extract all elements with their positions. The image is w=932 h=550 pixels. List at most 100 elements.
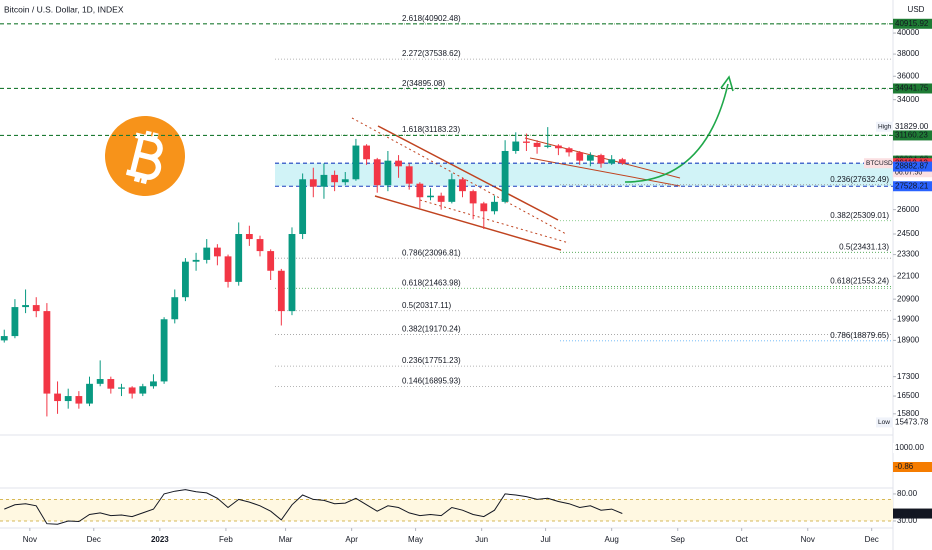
candle-body: [160, 319, 168, 382]
candle-body: [373, 159, 381, 186]
candle: [501, 140, 509, 204]
candle: [256, 235, 264, 257]
x-tick-label: Nov: [23, 535, 37, 544]
candle: [245, 225, 253, 246]
candle: [32, 297, 40, 318]
y-tick-label: 15800: [897, 409, 920, 418]
price-tag-label: 31160.23: [895, 131, 928, 140]
x-tick-label: Jul: [540, 535, 550, 544]
candle: [576, 150, 584, 165]
candle-body: [75, 396, 83, 404]
x-tick-label: Mar: [279, 535, 293, 544]
candle-body: [395, 160, 402, 167]
y-tick-label: 34000: [897, 95, 920, 104]
rsi-tick-label: 30.00: [897, 516, 918, 525]
fib-label: 1.618(31183.23): [402, 125, 460, 134]
fib-label: 0.236(27632.49): [830, 175, 889, 184]
candle-body: [139, 386, 147, 394]
logo-glyph: [125, 130, 163, 185]
channel-lines: [351, 75, 734, 251]
candle: [405, 163, 413, 190]
fib-label: 2.618(40902.48): [402, 14, 461, 23]
candle-body: [32, 305, 40, 312]
rsi-line: [4, 489, 623, 525]
candle: [96, 360, 104, 387]
x-tick-label: Dec: [87, 535, 101, 544]
candle-body: [554, 145, 562, 149]
candle-body: [565, 148, 573, 153]
candle-body: [213, 247, 221, 257]
candle-body: [203, 247, 211, 260]
candle-body: [448, 179, 456, 202]
candle-body: [182, 261, 189, 298]
candle-body: [512, 141, 520, 151]
rsi-tag: [893, 508, 932, 519]
candle: [107, 376, 115, 394]
tag-name: High: [878, 123, 892, 130]
candle-body: [618, 159, 626, 164]
price-tag: [893, 161, 932, 172]
macd-label: 1000.00: [895, 443, 924, 452]
candle: [554, 144, 562, 156]
fib-label: 0.786(23096.81): [402, 248, 461, 257]
candle-body: [192, 259, 200, 262]
candle: [160, 317, 168, 384]
tag-name: Low: [878, 419, 890, 426]
symbol-label: BTCUSD: [866, 160, 893, 167]
candle: [235, 222, 243, 286]
candle-body: [256, 239, 264, 252]
candle: [373, 157, 381, 193]
candle-body: [277, 270, 285, 312]
arrow-head: [720, 75, 734, 92]
candle-body: [586, 155, 594, 161]
candle: [395, 155, 402, 178]
candle: [139, 383, 147, 397]
y-tick-label: 18900: [897, 336, 920, 345]
candle: [64, 388, 72, 409]
y-tick-label: 20900: [897, 294, 920, 303]
candle-body: [64, 396, 72, 402]
candle: [491, 195, 498, 215]
candle: [608, 155, 616, 165]
candle: [203, 239, 211, 264]
candle: [75, 391, 83, 409]
price-tag: [893, 121, 932, 132]
x-tick-label: Apr: [345, 535, 358, 544]
label-tag: [876, 417, 893, 428]
y-tick-label: 23300: [897, 250, 920, 259]
candle: [544, 127, 552, 149]
candle-body: [235, 234, 243, 282]
x-tick-label: Aug: [605, 535, 619, 544]
chart-title: Bitcoin / U.S. Dollar, 1D, INDEX: [4, 4, 124, 14]
candle-body: [469, 191, 477, 204]
fib-label: 0.5(20317.11): [402, 301, 452, 310]
candle: [171, 289, 179, 324]
candle: [118, 383, 125, 397]
candle-body: [11, 307, 19, 337]
price-tag-label: 27528.21: [895, 181, 929, 190]
candle-body: [299, 179, 307, 235]
candle: [480, 201, 488, 230]
candle: [54, 381, 61, 414]
candle-body: [150, 381, 157, 387]
fib-label: 2.272(37538.62): [402, 49, 461, 58]
candle: [533, 140, 541, 154]
fib-label: 0.618(21553.24): [830, 277, 889, 286]
fib-label: 0.382(19170.24): [402, 325, 461, 334]
candle-body: [0, 336, 8, 341]
candle-body: [341, 179, 349, 183]
y-tick-label: 19900: [897, 314, 920, 323]
candle: [150, 374, 157, 389]
candle: [288, 227, 296, 316]
trendline: [419, 199, 570, 244]
bitcoin-logo: [105, 116, 185, 196]
candle: [437, 192, 445, 210]
y-tick-label: 16500: [897, 391, 920, 400]
candle-body: [54, 393, 61, 402]
candle-body: [118, 387, 125, 389]
trendline: [377, 125, 559, 221]
candle: [618, 157, 626, 165]
candle-body: [288, 234, 296, 312]
countdown-tag: [893, 168, 932, 178]
y-tick-label: 24500: [897, 229, 920, 238]
